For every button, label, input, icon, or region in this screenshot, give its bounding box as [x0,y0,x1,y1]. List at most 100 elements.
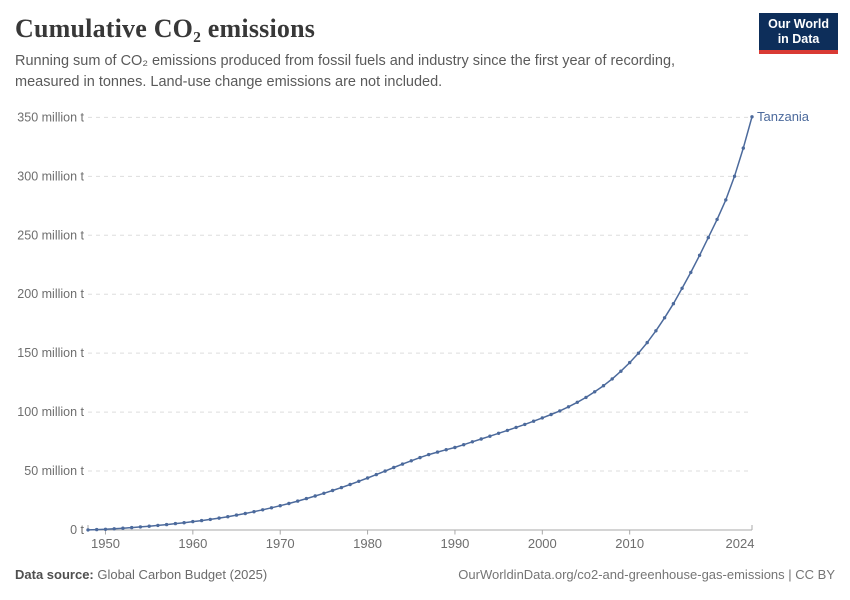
data-point [252,510,256,514]
data-point [147,524,151,528]
data-point [261,508,265,512]
data-point [121,526,125,530]
data-point [348,482,352,487]
data-point [514,425,518,430]
data-point [427,452,431,457]
x-tick-label: 1980 [353,536,382,551]
data-point [601,384,606,388]
data-point [584,395,588,400]
y-tick-label: 300 million t [17,169,84,183]
data-point [313,494,317,498]
data-point [208,517,212,522]
data-point [217,516,221,520]
data-point [470,440,475,444]
data-point [164,522,169,527]
data-point [593,390,597,394]
data-source: Data source: Global Carbon Budget (2025) [15,567,267,582]
data-point [365,476,370,480]
data-point [444,448,448,452]
data-point [103,527,108,531]
data-point [496,431,501,435]
data-point [671,302,676,306]
data-point [654,329,658,333]
data-point [741,146,745,150]
data-point [689,270,693,275]
x-tick-label: 2000 [528,536,557,551]
data-point [287,501,291,506]
credit-url[interactable]: OurWorldinData.org/co2-and-greenhouse-ga… [458,567,835,582]
data-point [724,198,728,202]
data-point [680,286,684,290]
data-point [199,518,204,523]
y-tick-label: 250 million t [17,228,84,242]
x-tick-label: 1990 [440,536,469,551]
data-point [138,525,143,529]
data-point [226,515,230,519]
data-point [383,469,387,473]
owid-logo-line1: Our World [768,17,829,31]
data-point [628,360,632,365]
data-point [697,253,702,257]
data-point [400,462,405,466]
data-point [462,443,466,447]
data-point [409,459,413,463]
series-label-tanzania[interactable]: Tanzania [757,109,810,124]
data-point [566,405,571,409]
data-point [234,513,239,517]
emissions-line[interactable] [87,116,753,531]
data-point [243,511,247,516]
data-point [304,496,309,501]
data-point [540,416,544,420]
data-point [558,409,562,413]
data-point [662,316,667,320]
data-point [479,437,483,441]
data-point [330,488,335,493]
data-source-label: Data source: [15,567,94,582]
y-tick-label: 350 million t [17,110,84,124]
data-point [112,527,116,531]
page-title: Cumulative CO₂ emissions [15,14,316,43]
data-point [645,340,649,345]
data-point [418,455,422,460]
y-tick-label: 0 t [70,523,84,537]
data-point [182,521,186,525]
x-tick-label: 1960 [178,536,207,551]
data-point [130,525,134,530]
data-point [296,499,300,503]
x-tick-label: 2010 [615,536,644,551]
data-point [86,528,90,532]
data-point [269,506,274,510]
y-tick-label: 150 million t [17,346,84,360]
y-tick-label: 50 million t [24,464,84,478]
data-point [357,479,361,483]
data-point [95,527,99,532]
y-tick-label: 100 million t [17,405,84,419]
data-point [706,235,710,240]
data-point [191,519,195,524]
data-point [715,217,719,222]
owid-logo[interactable]: Our World in Data [759,13,838,54]
data-point [505,428,510,433]
data-point [173,521,178,526]
data-point [322,491,326,495]
data-point [339,485,344,490]
data-point [392,465,396,470]
data-source-value: Global Carbon Budget (2025) [93,567,268,582]
data-point [636,351,641,355]
x-tick-label: 2024 [726,536,755,551]
data-point [610,377,614,381]
data-point [435,450,440,454]
owid-logo-line2: in Data [777,32,820,46]
data-point [619,369,623,373]
data-point [374,472,378,477]
data-point [278,504,282,508]
data-point [549,412,553,417]
data-point [531,419,536,423]
y-tick-label: 200 million t [17,287,84,301]
data-point [523,422,527,427]
data-point [453,445,457,450]
data-point [488,434,492,438]
chart-subtitle: Running sum of CO₂ emissions produced fr… [15,53,676,90]
